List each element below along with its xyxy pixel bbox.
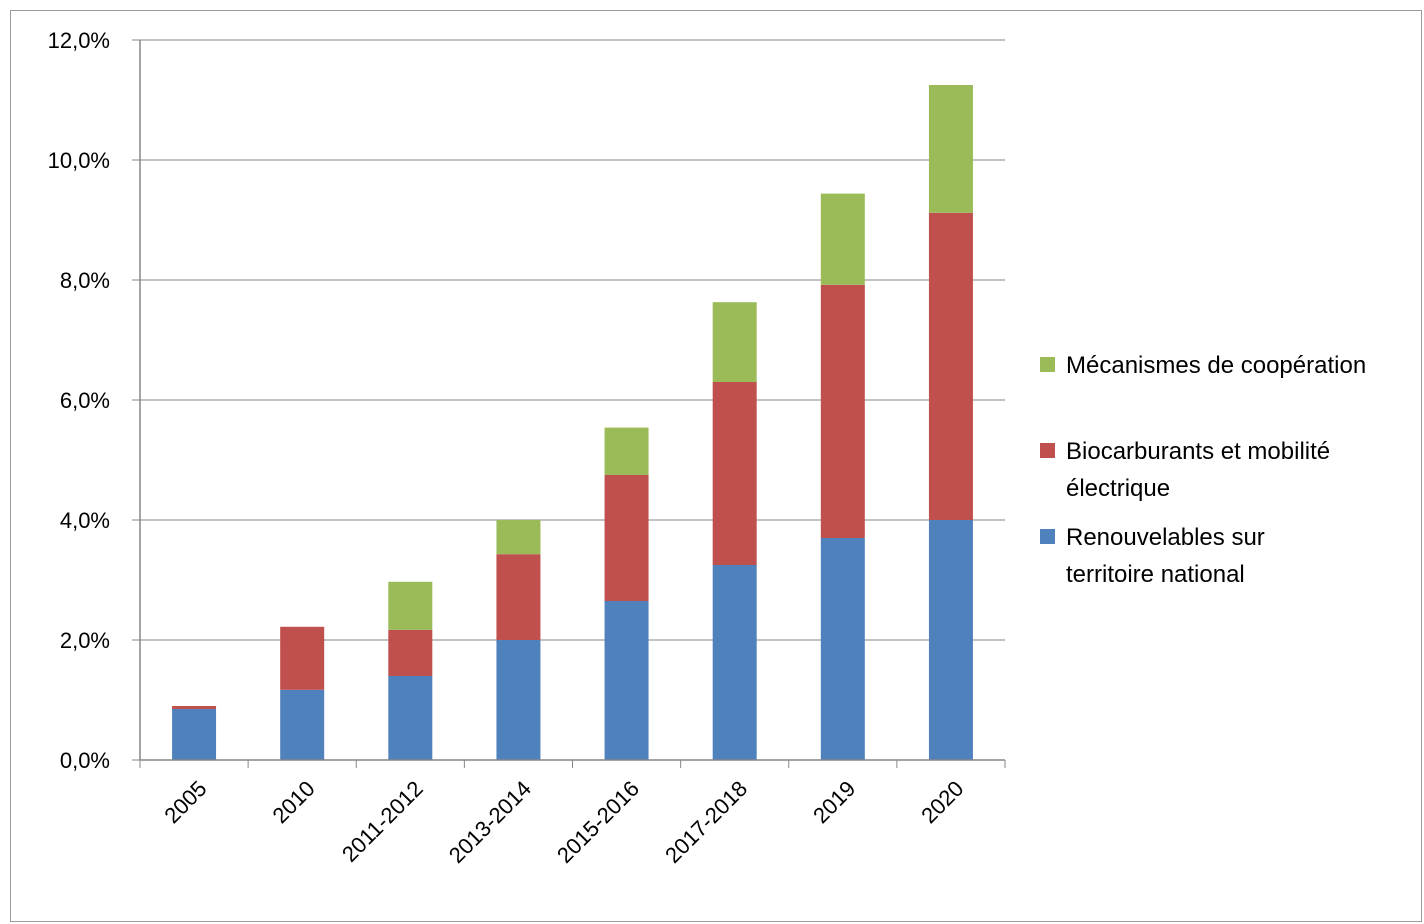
y-tick-label: 0,0% — [60, 748, 110, 773]
bar-segment-2017-2018-series-2 — [712, 302, 757, 382]
y-tick-labels: 0,0% 2,0% 4,0% 6,0% 8,0% 10,0% 12,0% — [48, 28, 110, 773]
y-tick-label: 10,0% — [48, 148, 110, 173]
bar-segment-2011-2012-series-1 — [388, 629, 433, 676]
x-tick-label: 2013-2014 — [444, 776, 536, 868]
y-tick-label: 2,0% — [60, 628, 110, 653]
bar-segment-2019-series-0 — [820, 538, 865, 760]
bar-segment-2019-series-2 — [820, 193, 865, 285]
y-tick-label: 8,0% — [60, 268, 110, 293]
bar-segment-2020-series-2 — [928, 85, 973, 213]
x-tick-label: 2020 — [916, 776, 968, 828]
bar-segment-2013-2014-series-0 — [496, 640, 541, 760]
bar-segment-2015-2016-series-2 — [604, 427, 649, 475]
bar-segment-2013-2014-series-2 — [496, 520, 541, 555]
x-tick-label: 2017-2018 — [660, 776, 752, 868]
bar-segment-2011-2012-series-0 — [388, 676, 433, 760]
bar-segment-2019-series-1 — [820, 284, 865, 538]
bar-segment-2015-2016-series-1 — [604, 475, 649, 601]
legend-label: Renouvelables sur territoire national — [1066, 524, 1265, 588]
x-tick-label: 2015-2016 — [552, 776, 644, 868]
bar-segment-2011-2012-series-2 — [388, 581, 433, 630]
x-tick-label: 2005 — [159, 776, 211, 828]
legend-swatch — [1040, 443, 1055, 458]
legend-swatch — [1040, 357, 1055, 372]
bar-segment-2020-series-0 — [928, 520, 973, 760]
bar-segment-2010-series-0 — [280, 689, 325, 760]
gridlines — [140, 39, 1005, 641]
legend-label: Biocarburants et mobilité électrique — [1066, 438, 1330, 502]
y-tick-label: 4,0% — [60, 508, 110, 533]
bar-segment-2013-2014-series-1 — [496, 554, 541, 640]
x-tick-labels: 2005 2010 2011-2012 2013-2014 2015-2016 2017-… — [159, 776, 968, 868]
y-tick-label: 6,0% — [60, 388, 110, 413]
bar-segment-2005-series-1 — [172, 706, 217, 709]
bar-segment-2017-2018-series-1 — [712, 382, 757, 565]
bars — [172, 85, 973, 760]
bar-segment-2015-2016-series-0 — [604, 601, 649, 760]
bar-segment-2020-series-1 — [928, 212, 973, 521]
x-tick-label: 2019 — [808, 776, 860, 828]
bar-segment-2017-2018-series-0 — [712, 565, 757, 760]
bar-segment-2005-series-0 — [172, 709, 217, 760]
legend: Mécanismes de coopération Biocarburants e… — [1040, 352, 1366, 588]
legend-label: Mécanismes de coopération — [1066, 352, 1366, 379]
axes — [132, 39, 1006, 768]
y-tick-label: 12,0% — [48, 28, 110, 53]
x-tick-label: 2010 — [267, 776, 319, 828]
legend-swatch — [1040, 529, 1055, 544]
x-tick-label: 2011-2012 — [337, 776, 428, 867]
bar-segment-2010-series-1 — [280, 626, 325, 690]
